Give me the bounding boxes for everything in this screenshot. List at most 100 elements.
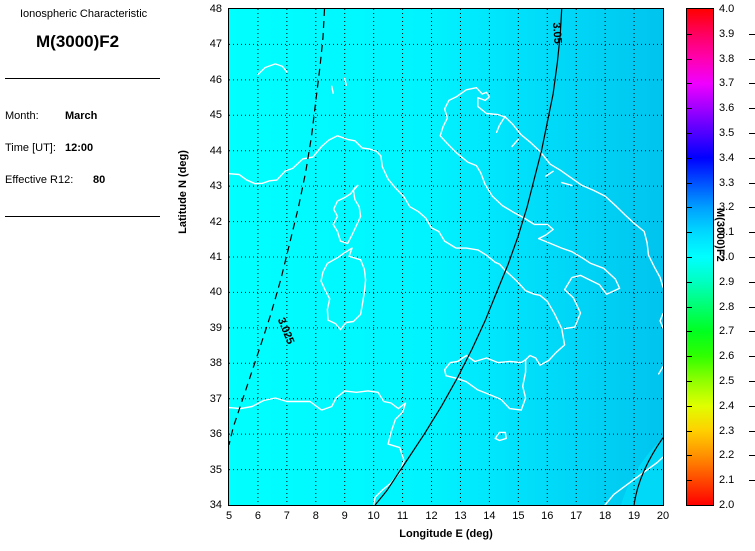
field-month-label: Month:: [5, 110, 39, 122]
map-canvas: [229, 9, 663, 505]
colorbar-tickmark-2.3: [686, 431, 692, 432]
colorbar-tick-3.9: 3.9: [719, 28, 735, 40]
field-r12-value: 80: [93, 174, 106, 186]
colorbar-tickmark-2.7: [749, 331, 755, 332]
colorbar-tick-2.8: 2.8: [719, 301, 735, 313]
colorbar-tickmark-2.6: [686, 356, 692, 357]
colorbar-tick-3.1: 3.1: [719, 226, 735, 238]
x-tick-18: 18: [599, 510, 612, 522]
divider-top: [5, 78, 160, 79]
colorbar-tick-3.7: 3.7: [719, 77, 735, 89]
colorbar-tick-3.4: 3.4: [719, 152, 735, 164]
colorbar-tick-3.0: 3.0: [719, 251, 735, 263]
field-time-value: 12:00: [65, 142, 94, 154]
colorbar-tickmark-2.8: [686, 307, 692, 308]
colorbar-tickmark-3.4: [749, 158, 755, 159]
map-plot: 3.025 3.05: [228, 8, 664, 506]
contour-label-305: 3.05: [550, 22, 564, 45]
y-tick-44: 44: [209, 144, 222, 157]
colorbar-tickmark-2.5: [686, 381, 692, 382]
x-tick-19: 19: [627, 510, 641, 522]
colorbar-tickmark-3.9: [749, 34, 755, 35]
colorbar-tick-2.0: 2.0: [719, 499, 735, 511]
y-tick-38: 38: [209, 357, 222, 370]
y-tick-41: 41: [209, 251, 222, 263]
y-tick-47: 47: [209, 38, 222, 51]
x-tick-8: 8: [312, 510, 319, 522]
colorbar-tickmark-2.5: [749, 381, 755, 382]
colorbar-tickmark-3.5: [686, 133, 692, 134]
x-tick-9: 9: [341, 510, 348, 522]
x-axis-ticks: 5 6 7 8 9 10 11 12 13 14 15 16 17 18 19 20: [226, 508, 669, 528]
colorbar-tickmark-2.1: [749, 480, 755, 481]
y-tick-48: 48: [209, 3, 222, 15]
colorbar-tickmark-3.8: [749, 59, 755, 60]
x-tick-11: 11: [396, 510, 409, 522]
colorbar-tickmark-2.1: [686, 480, 692, 481]
y-tick-43: 43: [209, 180, 222, 193]
y-tick-35: 35: [209, 463, 222, 476]
x-axis-label: Longitude E (deg): [399, 528, 493, 540]
x-tick-20: 20: [656, 510, 670, 522]
colorbar-tickmark-3.1: [686, 232, 692, 233]
colorbar-tickmark-3.6: [749, 108, 755, 109]
x-tick-17: 17: [570, 510, 583, 522]
colorbar-tickmark-3.5: [749, 133, 755, 134]
panel-characteristic-title: M(3000)F2: [36, 32, 120, 51]
y-tick-40: 40: [209, 286, 222, 299]
colorbar-tickmark-2.4: [686, 406, 692, 407]
colorbar-tickmark-3.2: [686, 207, 692, 208]
colorbar-tickmark-2.6: [749, 356, 755, 357]
colorbar-tick-2.1: 2.1: [719, 474, 735, 486]
colorbar-tick-2.2: 2.2: [719, 449, 735, 461]
field-r12-label: Effective R12:: [5, 174, 74, 186]
colorbar-tickmark-2.8: [749, 307, 755, 308]
x-tick-13: 13: [454, 510, 467, 522]
y-tick-42: 42: [209, 215, 222, 228]
y-axis-label: Latitude N (deg): [177, 150, 189, 234]
field-month-value: March: [65, 110, 98, 122]
y-axis-ticks: 34 35 36 37 38 39 40 41 42 43 44 45 46 47 48: [194, 4, 222, 511]
colorbar-tickmark-2.2: [686, 455, 692, 456]
colorbar-tick-2.6: 2.6: [719, 350, 735, 362]
colorbar-tickmark-3.0: [749, 257, 755, 258]
colorbar-tick-2.3: 2.3: [719, 425, 735, 437]
x-tick-16: 16: [541, 510, 554, 522]
x-tick-14: 14: [483, 510, 496, 522]
info-panel: Ionospheric Characteristic M(3000)F2 Mon…: [0, 0, 200, 551]
x-tick-7: 7: [283, 510, 290, 522]
y-tick-45: 45: [209, 109, 222, 122]
colorbar-tickmark-3.4: [686, 158, 692, 159]
colorbar-tickmark-2.2: [749, 455, 755, 456]
colorbar-tickmark-2.3: [749, 431, 755, 432]
colorbar-tick-2.4: 2.4: [719, 400, 735, 412]
colorbar-tick-3.8: 3.8: [719, 53, 735, 65]
colorbar-tickmark-3.8: [686, 59, 692, 60]
x-tick-6: 6: [254, 510, 261, 522]
colorbar-tick-3.6: 3.6: [719, 102, 735, 114]
y-tick-36: 36: [209, 428, 222, 441]
colorbar-tickmark-2.4: [749, 406, 755, 407]
colorbar-tickmark-3.7: [686, 83, 692, 84]
colorbar-tick-3.2: 3.2: [719, 201, 735, 213]
colorbar-tickmark-3.3: [749, 183, 755, 184]
x-tick-12: 12: [425, 510, 438, 522]
y-tick-34: 34: [209, 499, 222, 511]
colorbar-tickmark-3.0: [686, 257, 692, 258]
plot-frame: [228, 8, 664, 506]
colorbar-tickmark-3.1: [749, 232, 755, 233]
colorbar-tickmark-2.9: [686, 282, 692, 283]
field-time-label: Time [UT]:: [5, 142, 56, 154]
field-time: Time [UT]: 12:00: [5, 142, 93, 154]
colorbar-tickmark-3.6: [686, 108, 692, 109]
x-tick-5: 5: [225, 510, 233, 522]
panel-subtitle: Ionospheric Characteristic: [20, 8, 148, 20]
y-tick-39: 39: [209, 321, 222, 334]
field-r12: Effective R12: 80: [5, 174, 105, 186]
y-tick-46: 46: [209, 73, 222, 86]
colorbar-tickmark-3.7: [749, 83, 755, 84]
field-month: Month: March: [5, 110, 97, 122]
colorbar-tickmark-3.2: [749, 207, 755, 208]
colorbar-label: M(3000)F2: [714, 208, 726, 262]
